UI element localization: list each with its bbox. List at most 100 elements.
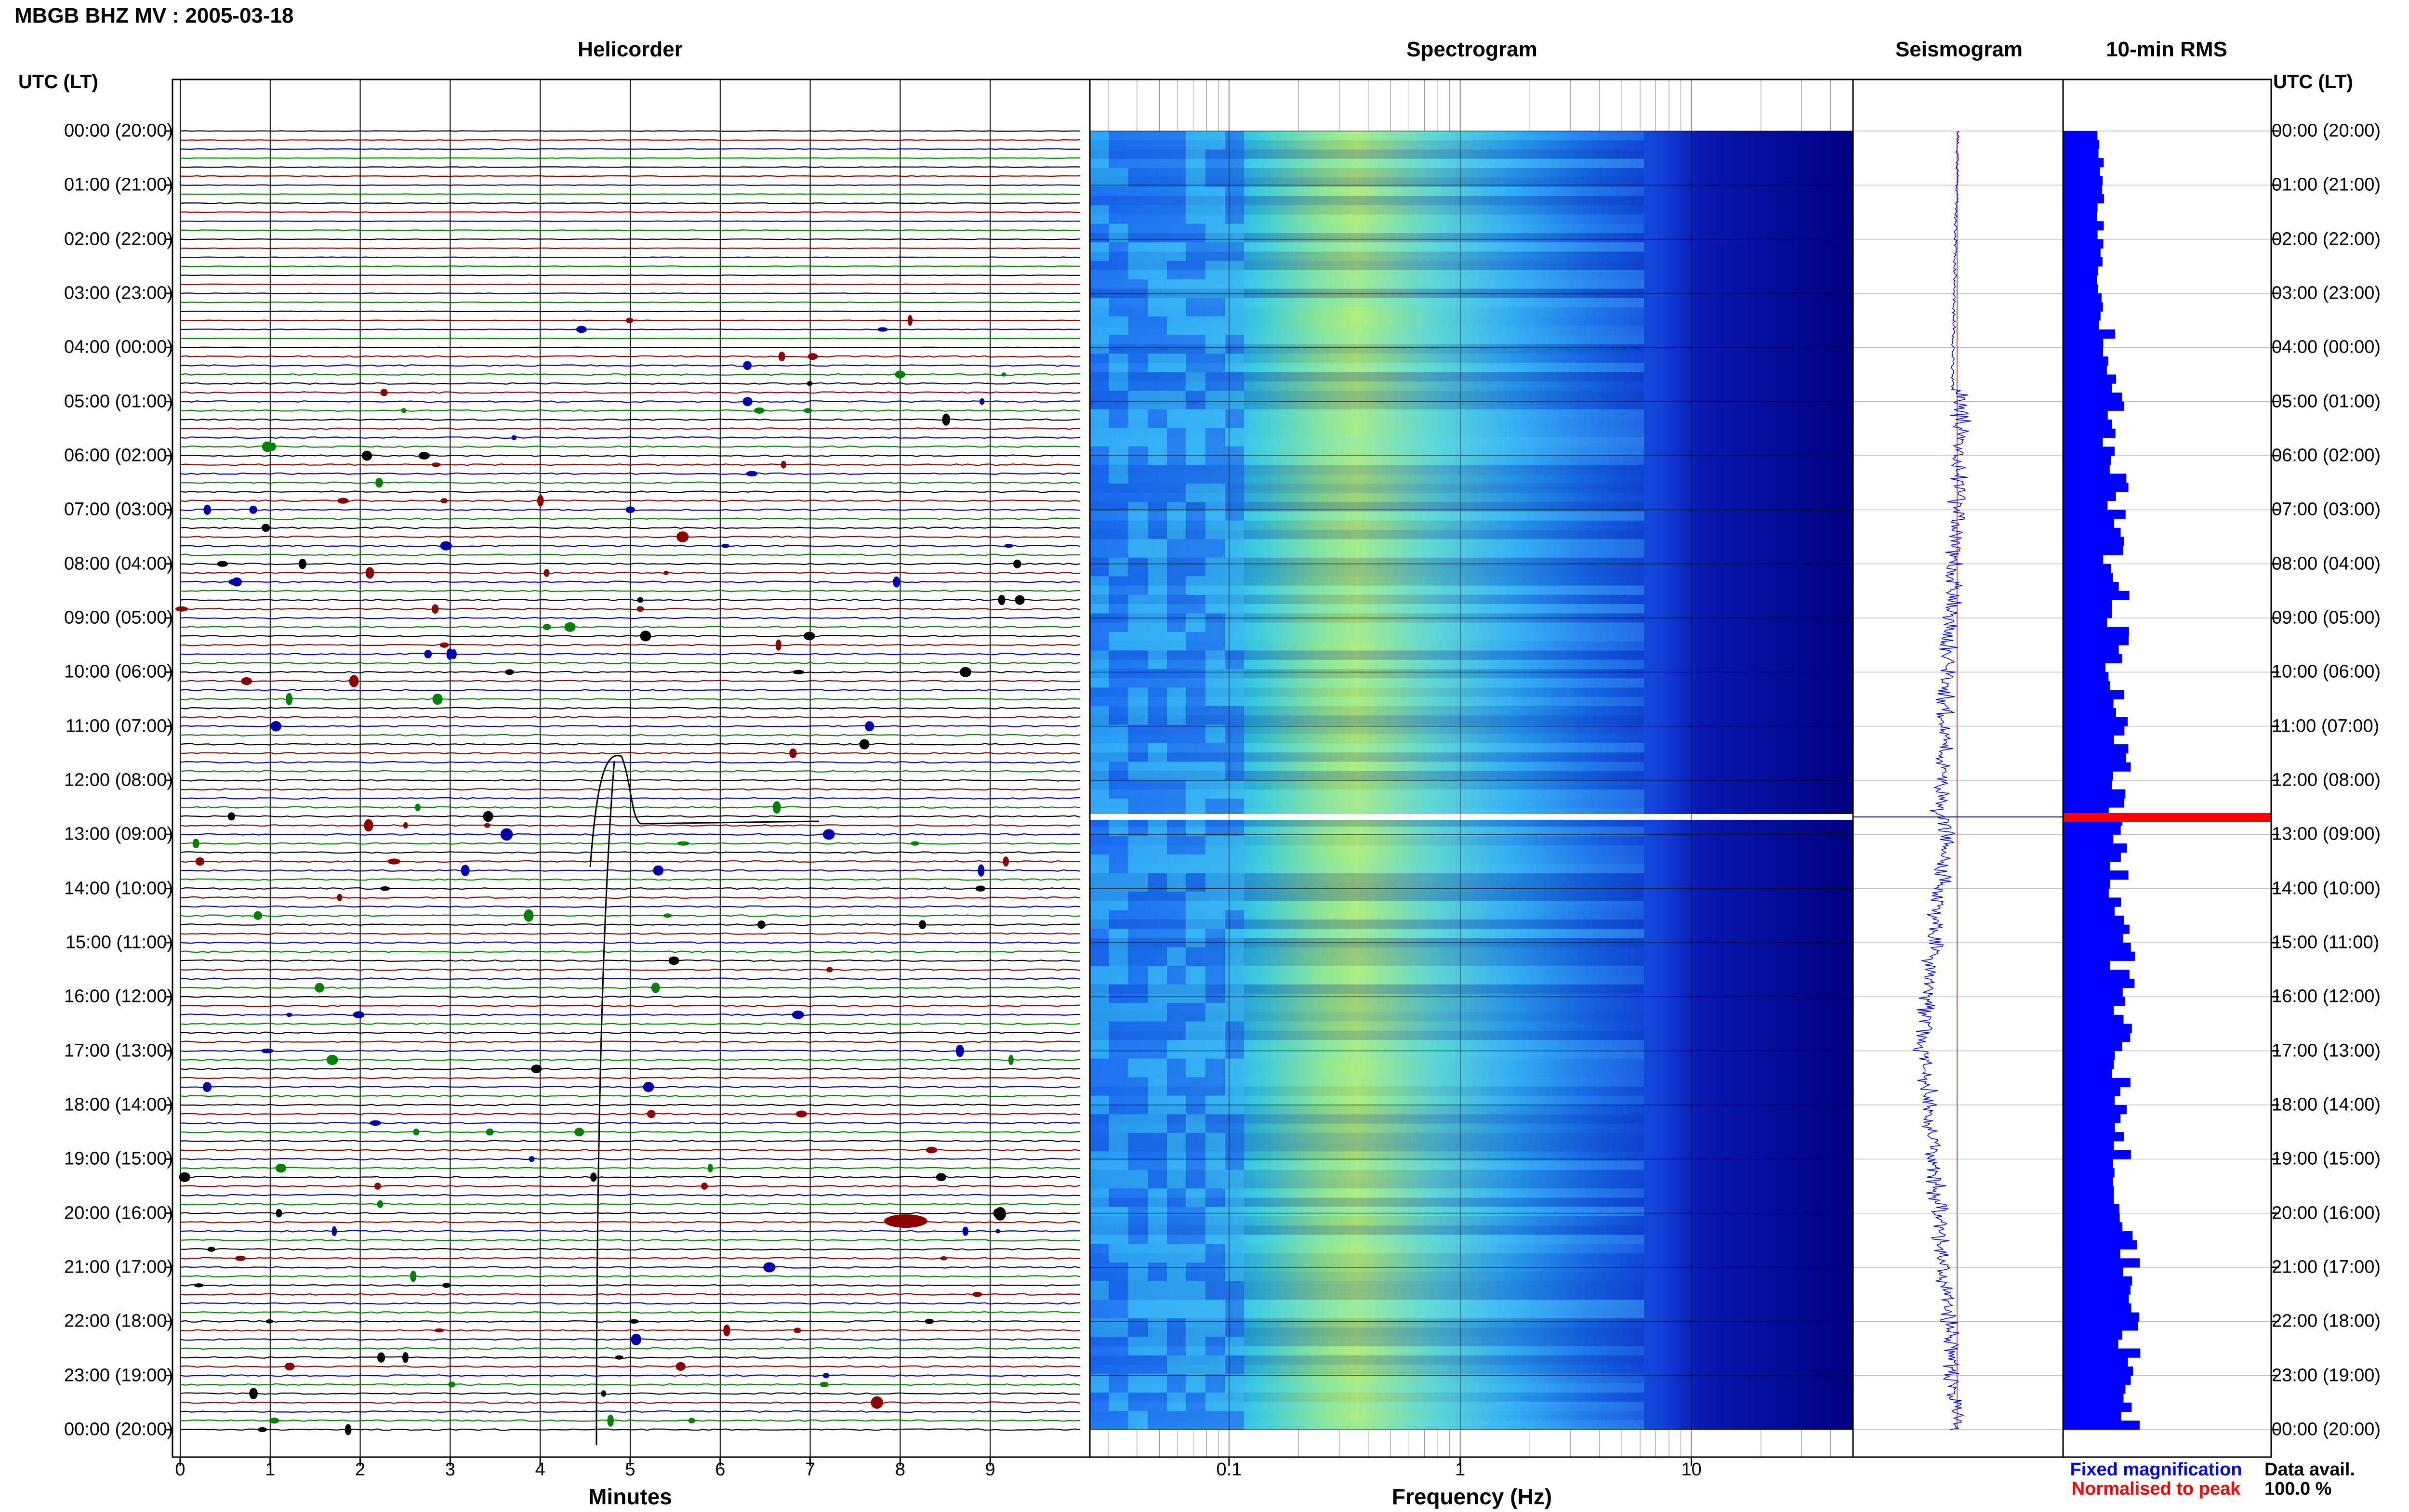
spectrogram-cell bbox=[1186, 261, 1205, 280]
spectrogram-cell bbox=[1205, 298, 1225, 317]
spectrogram-cell bbox=[1186, 1374, 1205, 1393]
spectrogram-xlabel: Frequency (Hz) bbox=[1391, 1484, 1552, 1509]
spectrogram-cell bbox=[1205, 1374, 1225, 1393]
spectrogram-cell bbox=[1186, 1225, 1205, 1244]
rms-bar bbox=[2063, 591, 2130, 600]
spectrogram-cell bbox=[1128, 539, 1148, 558]
helicorder-event bbox=[936, 1173, 946, 1182]
helicorder-xlabel: Minutes bbox=[588, 1484, 672, 1509]
helicorder-event bbox=[285, 1362, 295, 1371]
spectrogram-cell bbox=[1128, 1393, 1148, 1411]
utc-label-right: UTC (LT) bbox=[2273, 71, 2353, 92]
time-label-left: 22:00 (18:00) bbox=[64, 1311, 173, 1331]
helicorder-trace bbox=[180, 436, 1081, 439]
helicorder-trace bbox=[180, 400, 1080, 403]
utc-label-left: UTC (LT) bbox=[18, 71, 98, 92]
helicorder-event bbox=[1003, 856, 1009, 867]
spectrogram-cell bbox=[1186, 242, 1205, 261]
helicorder-event bbox=[217, 561, 228, 567]
rms-bar bbox=[2063, 645, 2119, 655]
spectrogram-cell bbox=[1225, 1355, 1244, 1374]
helicorder-event bbox=[432, 604, 439, 614]
spectrogram-cell bbox=[1109, 1077, 1128, 1096]
spectrogram-cell bbox=[1186, 372, 1205, 391]
spectrogram-cell bbox=[1090, 743, 1109, 762]
spectrogram-cell bbox=[1109, 483, 1128, 502]
rms-bar bbox=[2063, 924, 2130, 934]
helicorder-event bbox=[998, 594, 1006, 605]
rms-bar bbox=[2063, 401, 2124, 411]
spectrogram-cell bbox=[1205, 168, 1225, 187]
helicorder-event bbox=[795, 1110, 807, 1118]
spectrogram-cell bbox=[1225, 391, 1244, 409]
spectrogram-cell bbox=[1128, 279, 1148, 298]
helicorder-trace bbox=[180, 905, 1081, 908]
helicorder-trace bbox=[180, 1248, 1081, 1251]
spectrogram-cell bbox=[1148, 1151, 1167, 1170]
helicorder-trace bbox=[180, 806, 1081, 809]
helicorder-trace bbox=[180, 1392, 1081, 1395]
spectrogram-cell bbox=[1186, 650, 1205, 669]
helicorder-event bbox=[663, 913, 672, 918]
helicorder-trace bbox=[180, 887, 1081, 890]
rms-bar bbox=[2063, 1402, 2132, 1412]
helicorder-event bbox=[859, 739, 870, 749]
helicorder-event bbox=[365, 567, 374, 579]
helicorder-event bbox=[601, 1390, 606, 1397]
spectrogram-cell bbox=[1090, 149, 1109, 168]
helicorder-trace bbox=[180, 391, 1081, 394]
rms-bar bbox=[2063, 1420, 2140, 1430]
spectrogram-cell bbox=[1128, 836, 1148, 855]
time-label-right: 12:00 (08:00) bbox=[2272, 770, 2381, 790]
helicorder-trace bbox=[180, 770, 1081, 773]
spectrogram-cell bbox=[1167, 910, 1186, 929]
helicorder-xtick-label: 1 bbox=[265, 1459, 276, 1480]
helicorder-trace bbox=[180, 409, 1081, 412]
rms-bar bbox=[2063, 771, 2113, 781]
helicorder-trace bbox=[180, 1347, 1081, 1350]
spectrogram-cell bbox=[1186, 910, 1205, 929]
spectrogram-cell bbox=[1090, 1355, 1109, 1374]
spectrogram-cell bbox=[1225, 557, 1244, 577]
helicorder-trace bbox=[180, 445, 1081, 448]
helicorder-trace bbox=[180, 490, 1081, 493]
spectrogram-cell bbox=[1225, 465, 1244, 484]
helicorder-trace bbox=[180, 1113, 1081, 1116]
spectrogram-cell bbox=[1167, 335, 1186, 354]
spectrogram-cell bbox=[1167, 205, 1186, 224]
helicorder-event bbox=[995, 1229, 1001, 1234]
data-avail-value: 100.0 % bbox=[2264, 1479, 2332, 1499]
spectrogram-cell bbox=[1109, 1244, 1128, 1263]
helicorder-trace bbox=[180, 878, 1081, 881]
helicorder-event bbox=[195, 857, 205, 866]
spectrogram-cell bbox=[1090, 780, 1109, 799]
helicorder-trace bbox=[180, 500, 1081, 502]
rms-bar bbox=[2063, 735, 2114, 745]
helicorder-trace bbox=[180, 346, 1081, 349]
helicorder-event bbox=[265, 1319, 274, 1324]
spectrogram-cell bbox=[1148, 855, 1167, 873]
spectrogram-cell bbox=[1128, 762, 1148, 780]
helicorder-trace bbox=[180, 743, 1081, 746]
helicorder-event bbox=[564, 622, 576, 632]
time-label-right: 20:00 (16:00) bbox=[2272, 1203, 2381, 1223]
spectrogram-cell bbox=[1167, 168, 1186, 187]
spectrogram-cell bbox=[1167, 984, 1186, 1003]
spectrogram-cell bbox=[1186, 502, 1205, 521]
helicorder-event bbox=[529, 1156, 535, 1162]
helicorder-event bbox=[742, 397, 753, 407]
time-label-right: 07:00 (03:00) bbox=[2272, 499, 2381, 520]
time-label-left: 06:00 (02:00) bbox=[64, 445, 173, 466]
rms-bar bbox=[2063, 338, 2104, 348]
helicorder-event bbox=[721, 543, 729, 548]
helicorder-event bbox=[955, 1044, 964, 1057]
rms-bar bbox=[2063, 392, 2122, 402]
time-label-left: 12:00 (08:00) bbox=[64, 770, 173, 790]
helicorder-trace bbox=[180, 1121, 1081, 1125]
helicorder-trace bbox=[180, 1329, 1081, 1332]
helicorder-event bbox=[235, 1255, 246, 1261]
spectrogram-cell bbox=[1186, 298, 1205, 317]
spectrogram-cell bbox=[1109, 687, 1128, 706]
time-label-left: 04:00 (00:00) bbox=[64, 337, 173, 357]
rms-bar bbox=[2063, 861, 2110, 871]
